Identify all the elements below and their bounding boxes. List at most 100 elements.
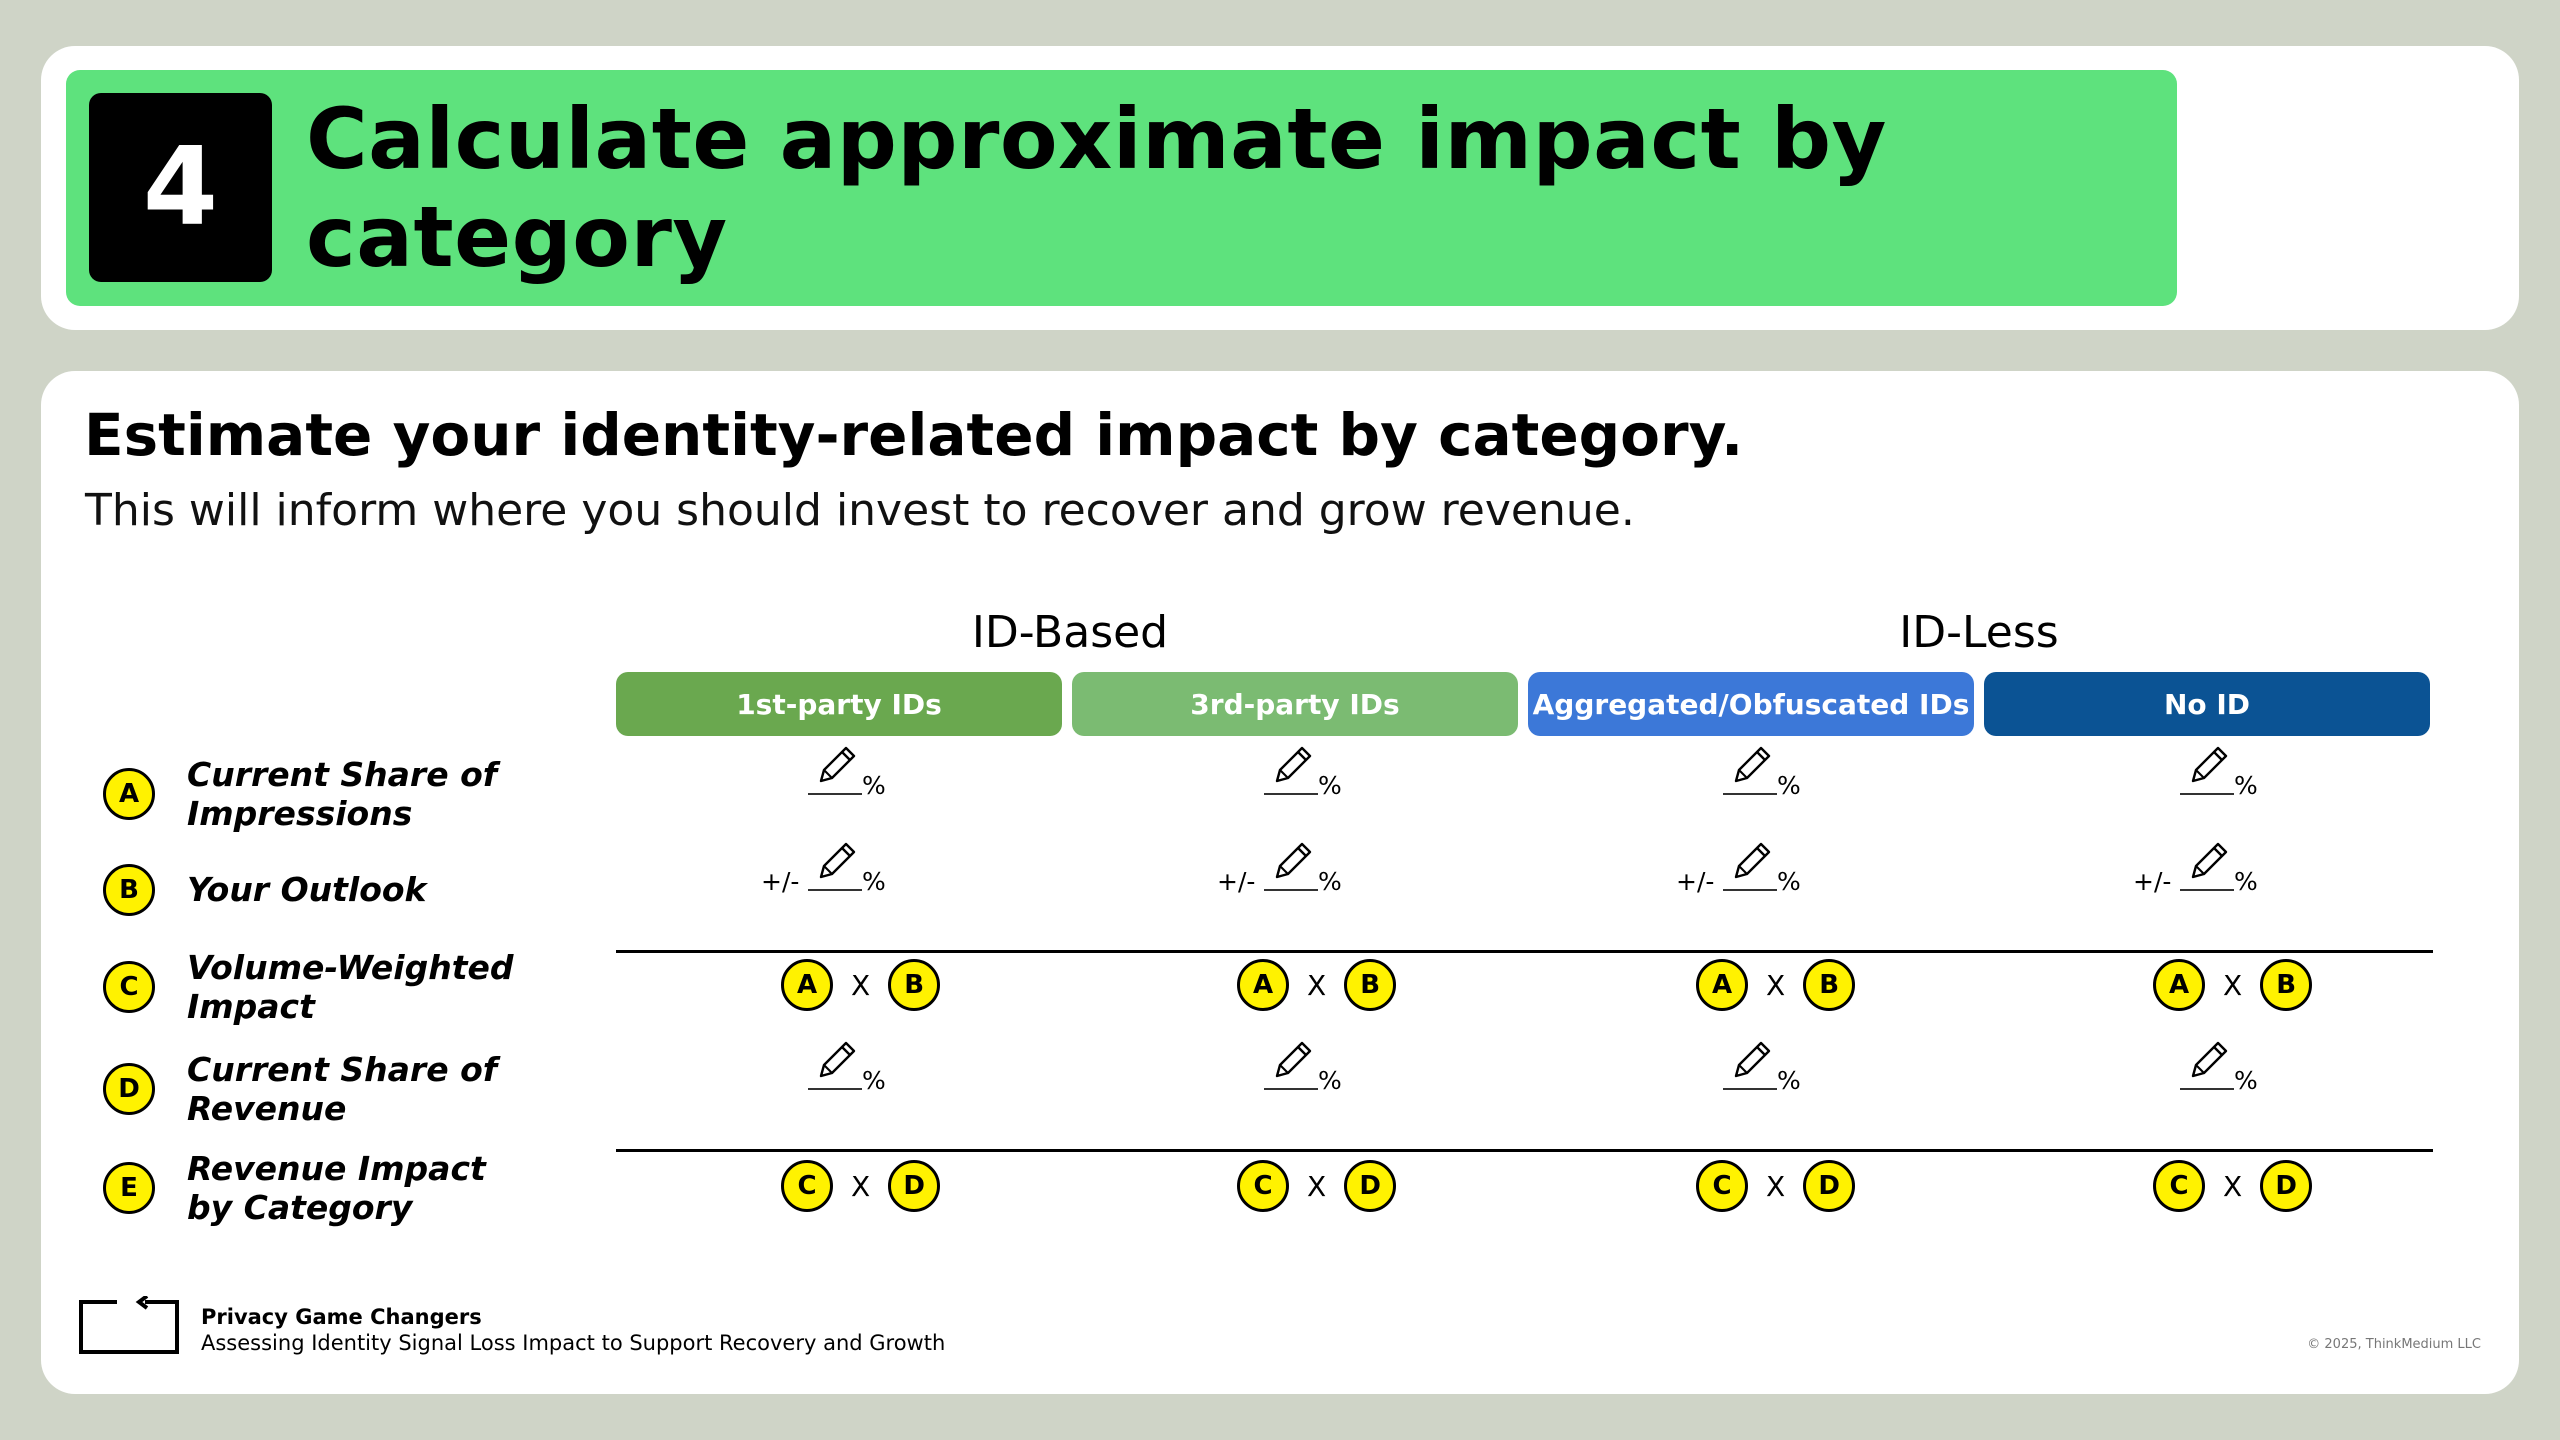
multiply-sign: X	[1307, 1169, 1327, 1203]
row-letter-d: D	[103, 1063, 155, 1115]
formula-operand-left: A	[1237, 959, 1289, 1011]
formula-operand-left: A	[1696, 959, 1748, 1011]
percent-sign: %	[1777, 867, 1801, 896]
input-cell-a-4[interactable]: %	[2130, 743, 2290, 823]
formula-operand-right: B	[888, 959, 941, 1011]
input-cell-b-4[interactable]: % +/-	[2130, 839, 2290, 919]
percent-sign: %	[862, 867, 886, 896]
main-card: Estimate your identity-related impact by…	[41, 371, 2519, 1394]
formula-operand-left: C	[781, 1160, 833, 1212]
column-header-4: No ID	[1984, 672, 2430, 736]
input-cell-b-1[interactable]: % +/-	[758, 839, 918, 919]
divider-line-2	[616, 1149, 2433, 1152]
formula-operand-right: D	[1803, 1160, 1856, 1212]
multiply-sign: X	[2223, 968, 2243, 1002]
percent-sign: %	[1777, 1066, 1801, 1095]
pencil-icon[interactable]	[1730, 743, 1774, 787]
blank-line	[1723, 889, 1777, 891]
percent-sign: %	[862, 1066, 886, 1095]
formula-operand-left: A	[2153, 959, 2205, 1011]
pencil-icon[interactable]	[815, 839, 859, 883]
input-cell-a-1[interactable]: %	[758, 743, 918, 823]
row-letter-c: C	[103, 961, 155, 1013]
row-label-d: Current Share of Revenue	[187, 1050, 498, 1128]
plus-minus-prefix: +/-	[761, 867, 800, 896]
formula-operand-right: D	[1344, 1160, 1397, 1212]
formula-operand-right: B	[1344, 959, 1397, 1011]
pencil-icon[interactable]	[815, 743, 859, 787]
blank-line	[1264, 793, 1318, 795]
input-cell-d-1[interactable]: %	[758, 1038, 918, 1118]
section-subhead: This will inform where you should invest…	[85, 485, 1635, 536]
header-card: 4 Calculate approximate impact by catego…	[41, 46, 2519, 330]
formula-operand-right: D	[2260, 1160, 2313, 1212]
blank-line	[808, 793, 862, 795]
step-number-badge: 4	[89, 93, 272, 282]
title-banner: 4 Calculate approximate impact by catego…	[66, 70, 2177, 306]
page-title: Calculate approximate impact by category	[306, 90, 1887, 286]
column-header-3: Aggregated/Obfuscated IDs	[1528, 672, 1974, 736]
row-label-a: Current Share of Impressions	[187, 755, 498, 833]
pencil-icon[interactable]	[1271, 839, 1315, 883]
percent-sign: %	[1777, 771, 1801, 800]
percent-sign: %	[1318, 1066, 1342, 1095]
blank-line	[808, 889, 862, 891]
footer-subtitle: Assessing Identity Signal Loss Impact to…	[201, 1331, 946, 1355]
group-label-id-based: ID-Based	[971, 607, 1169, 658]
percent-sign: %	[2234, 1066, 2258, 1095]
input-cell-d-2[interactable]: %	[1214, 1038, 1374, 1118]
group-label-id-less: ID-Less	[1899, 607, 2059, 658]
input-cell-a-3[interactable]: %	[1673, 743, 1833, 823]
row-label-e: Revenue Impact by Category	[187, 1149, 486, 1227]
plus-minus-prefix: +/-	[2133, 867, 2172, 896]
percent-sign: %	[1318, 867, 1342, 896]
pencil-icon[interactable]	[1730, 1038, 1774, 1082]
input-cell-d-3[interactable]: %	[1673, 1038, 1833, 1118]
pencil-icon[interactable]	[1271, 1038, 1315, 1082]
input-cell-d-4[interactable]: %	[2130, 1038, 2290, 1118]
section-headline: Estimate your identity-related impact by…	[84, 401, 1744, 469]
formula-operand-left: A	[781, 959, 833, 1011]
percent-sign: %	[1318, 771, 1342, 800]
formula-operand-right: B	[2260, 959, 2313, 1011]
pencil-icon[interactable]	[1271, 743, 1315, 787]
input-cell-b-3[interactable]: % +/-	[1673, 839, 1833, 919]
blank-line	[1264, 1088, 1318, 1090]
formula-operand-left: C	[1696, 1160, 1748, 1212]
pencil-icon[interactable]	[2187, 743, 2231, 787]
input-cell-a-2[interactable]: %	[1214, 743, 1374, 823]
blank-line	[1723, 1088, 1777, 1090]
blank-line	[1723, 793, 1777, 795]
step-number: 4	[142, 125, 219, 250]
bracket-arrow-logo-icon	[79, 1296, 179, 1354]
percent-sign: %	[2234, 771, 2258, 800]
formula-operand-left: C	[2153, 1160, 2205, 1212]
copyright: © 2025, ThinkMedium LLC	[2307, 1337, 2481, 1352]
multiply-sign: X	[2223, 1169, 2243, 1203]
multiply-sign: X	[1766, 968, 1786, 1002]
input-cell-b-2[interactable]: % +/-	[1214, 839, 1374, 919]
plus-minus-prefix: +/-	[1676, 867, 1715, 896]
column-header-1: 1st-party IDs	[616, 672, 1062, 736]
pencil-icon[interactable]	[1730, 839, 1774, 883]
row-letter-b: B	[103, 864, 155, 916]
column-header-2: 3rd-party IDs	[1072, 672, 1518, 736]
formula-operand-right: D	[888, 1160, 941, 1212]
percent-sign: %	[862, 771, 886, 800]
pencil-icon[interactable]	[815, 1038, 859, 1082]
blank-line	[1264, 889, 1318, 891]
row-letter-a: A	[103, 768, 155, 820]
percent-sign: %	[2234, 867, 2258, 896]
row-letter-e: E	[103, 1162, 155, 1214]
blank-line	[2180, 889, 2234, 891]
pencil-icon[interactable]	[2187, 1038, 2231, 1082]
blank-line	[2180, 1088, 2234, 1090]
multiply-sign: X	[1766, 1169, 1786, 1203]
formula-operand-left: C	[1237, 1160, 1289, 1212]
pencil-icon[interactable]	[2187, 839, 2231, 883]
